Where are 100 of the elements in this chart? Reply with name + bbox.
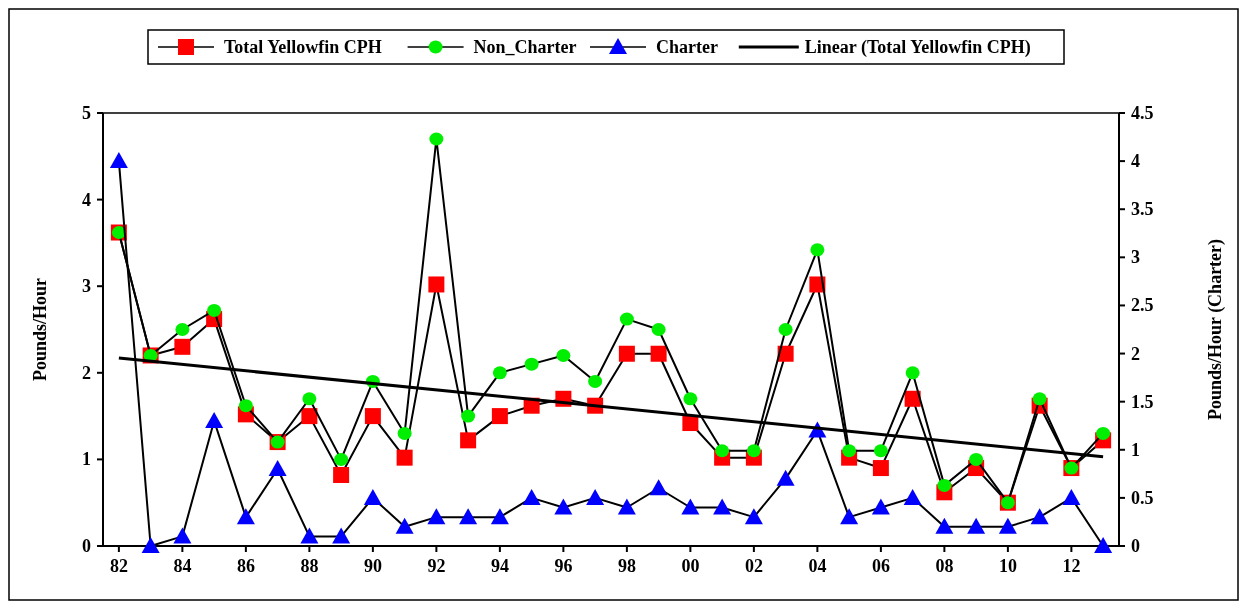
point [554, 498, 573, 515]
point [872, 460, 889, 477]
point [683, 392, 698, 406]
point [141, 537, 160, 553]
y-tick-label: 4 [82, 189, 91, 210]
point [173, 527, 192, 544]
point [397, 426, 412, 440]
point [268, 460, 287, 477]
point [713, 498, 732, 515]
point [842, 444, 857, 458]
point [396, 449, 413, 466]
point [300, 527, 319, 544]
point [427, 508, 446, 525]
x-tick-label: 82 [109, 556, 128, 576]
point [395, 517, 414, 534]
y-tick-label: 2 [82, 362, 91, 383]
point [935, 517, 954, 534]
point [776, 469, 795, 486]
point [1062, 488, 1081, 505]
y2-tick-label: 3 [1131, 247, 1140, 268]
point [651, 323, 666, 336]
y-tick-label: 5 [82, 103, 91, 123]
point [586, 488, 605, 505]
point [175, 323, 190, 336]
y2-tick-label: 0 [1131, 536, 1140, 556]
y-axis-title: Pounds/Hour [30, 277, 50, 382]
point [873, 444, 888, 458]
y-tick-label: 0 [82, 536, 91, 556]
point [334, 452, 349, 466]
legend-label: Charter [656, 37, 718, 57]
point [650, 345, 667, 362]
x-tick-label: 94 [490, 556, 509, 576]
point [429, 132, 444, 146]
point [905, 366, 920, 380]
point [109, 152, 128, 169]
y2-tick-label: 2 [1131, 343, 1140, 364]
x-tick-label: 02 [744, 556, 763, 576]
point [490, 508, 509, 525]
x-tick-label: 10 [998, 556, 1017, 576]
point [301, 408, 318, 425]
x-tick-label: 86 [236, 556, 255, 576]
point [236, 508, 255, 525]
point [744, 508, 763, 525]
point [715, 444, 730, 458]
point [302, 392, 317, 406]
point [428, 276, 445, 293]
point [967, 517, 986, 534]
point [998, 517, 1017, 534]
y2-tick-label: 0.5 [1131, 487, 1154, 508]
point [904, 390, 921, 407]
x-tick-label: 84 [173, 556, 192, 576]
y2-axis-title: Pounds/Hour (Charter) [1205, 238, 1226, 421]
y2-tick-label: 2.5 [1131, 295, 1154, 316]
point [1030, 508, 1049, 525]
point [1096, 426, 1111, 440]
point [618, 345, 635, 362]
y2-tick-label: 4 [1131, 151, 1140, 172]
y2-tick-label: 4.5 [1131, 103, 1154, 123]
legend-label: Total Yellowfin CPH [224, 37, 382, 57]
point [1032, 392, 1047, 406]
x-tick-label: 08 [935, 556, 954, 576]
y2-tick-label: 1 [1131, 439, 1140, 460]
x-tick-label: 90 [363, 556, 382, 576]
y-tick-label: 3 [82, 276, 91, 297]
legend-label: Non_Charter [473, 37, 577, 57]
y2-tick-label: 3.5 [1131, 199, 1154, 220]
x-tick-label: 06 [871, 556, 890, 576]
point [459, 508, 478, 525]
point [969, 452, 984, 466]
point [778, 323, 793, 336]
point [492, 366, 507, 380]
point [333, 466, 350, 483]
x-tick-label: 88 [300, 556, 319, 576]
point [840, 508, 859, 525]
x-tick-label: 04 [808, 556, 827, 576]
point [588, 374, 603, 388]
point [363, 488, 382, 505]
point [205, 411, 224, 428]
point [461, 409, 476, 423]
point [207, 303, 222, 317]
x-tick-label: 96 [554, 556, 573, 576]
point [460, 432, 477, 449]
x-tick-label: 00 [681, 556, 700, 576]
point [364, 408, 381, 425]
point [617, 498, 636, 515]
point [491, 408, 508, 425]
x-tick-label: 92 [427, 556, 446, 576]
y2-tick-label: 1.5 [1131, 391, 1154, 412]
point [871, 498, 890, 515]
point [937, 478, 952, 492]
x-tick-label: 98 [617, 556, 636, 576]
point [746, 444, 761, 458]
point [619, 312, 634, 326]
point [903, 488, 922, 505]
point [649, 479, 668, 496]
point [681, 498, 700, 515]
point [524, 357, 539, 371]
y-tick-label: 1 [82, 449, 91, 470]
x-tick-label: 12 [1062, 556, 1081, 576]
point [556, 348, 571, 362]
